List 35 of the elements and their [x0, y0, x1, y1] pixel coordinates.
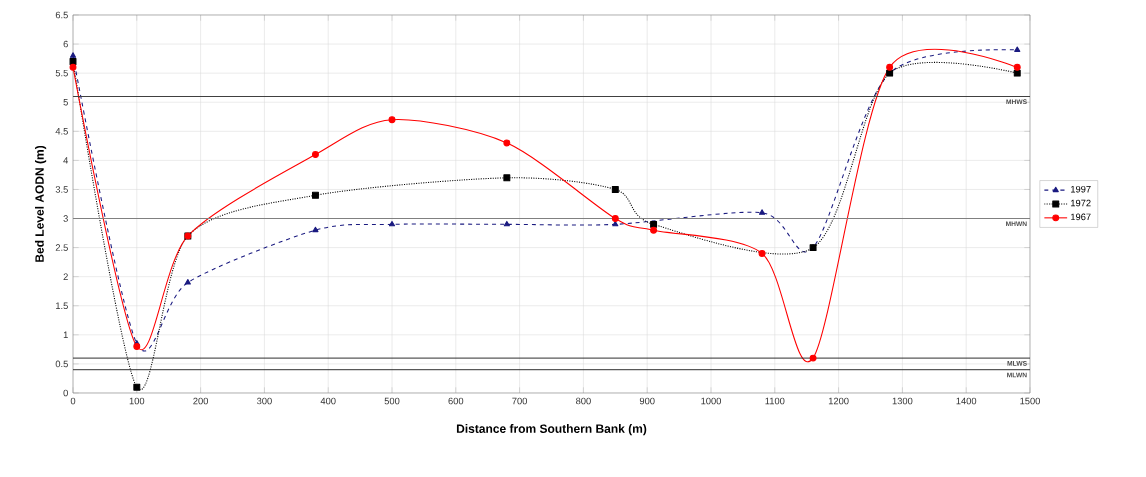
- y-tick-label: 4.5: [55, 128, 68, 135]
- y-tick-label: 1.5: [56, 302, 68, 310]
- y-tick-label: 6.5: [55, 11, 68, 19]
- y-tick-label: 3: [63, 215, 68, 222]
- y-tick-label: 2.5: [55, 244, 68, 251]
- x-tick-label: 1200: [828, 397, 849, 405]
- x-tick-label: 1400: [956, 397, 977, 405]
- x-tick-label: 1500: [1020, 397, 1041, 405]
- x-tick-label: 200: [193, 397, 209, 405]
- x-tick-label: 100: [129, 397, 145, 405]
- x-tick-label: 1000: [701, 397, 722, 405]
- x-tick-label: 1100: [765, 397, 785, 405]
- y-tick-label: 5.5: [55, 69, 68, 77]
- y-tick-label: 3.5: [55, 186, 68, 193]
- legend-label: 1967: [1071, 213, 1091, 221]
- y-tick-label: 5: [63, 98, 68, 106]
- y-tick-label: 4: [63, 157, 69, 164]
- y-tick-label: 2: [63, 273, 68, 280]
- x-tick-label: 800: [576, 397, 591, 405]
- x-tick-label: 600: [448, 397, 464, 405]
- y-tick-label: 6: [63, 40, 68, 48]
- y-tick-label: 0.5: [55, 360, 68, 368]
- legend-label: 1972: [1071, 199, 1091, 207]
- x-tick-label: 1300: [892, 397, 913, 405]
- legend-label: 1997: [1071, 185, 1091, 193]
- x-tick-label: 500: [384, 397, 400, 405]
- y-tick-label: 0: [63, 389, 68, 397]
- x-tick-label: 400: [320, 397, 336, 405]
- x-axis-title: Distance from Southern Bank (m): [456, 424, 647, 436]
- y-tick-label: 1: [63, 331, 68, 339]
- x-tick-label: 700: [512, 397, 528, 405]
- x-tick-label: 0: [70, 397, 76, 405]
- x-tick-label: 300: [256, 397, 272, 405]
- x-tick-label: 900: [639, 397, 655, 405]
- y-axis-title: Bed Level AODN (m): [34, 145, 47, 262]
